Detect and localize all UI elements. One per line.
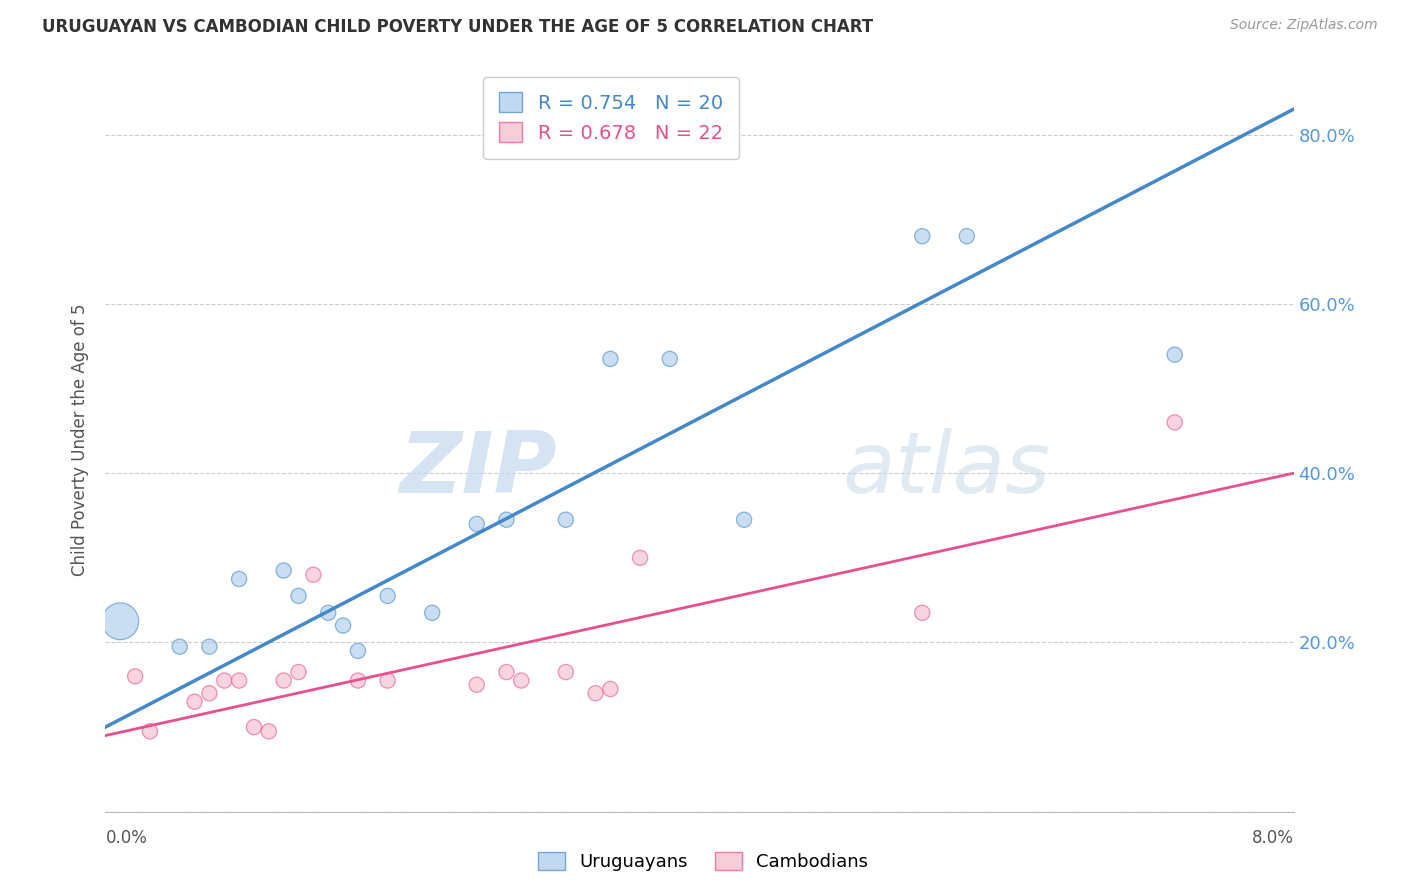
Legend: R = 0.754   N = 20, R = 0.678   N = 22: R = 0.754 N = 20, R = 0.678 N = 22 <box>484 77 738 159</box>
Text: Source: ZipAtlas.com: Source: ZipAtlas.com <box>1230 18 1378 32</box>
Point <box>273 564 295 578</box>
Point <box>169 640 191 654</box>
Point <box>198 640 221 654</box>
Point <box>495 665 517 679</box>
Point <box>733 513 755 527</box>
Y-axis label: Child Poverty Under the Age of 5: Child Poverty Under the Age of 5 <box>72 303 90 575</box>
Point <box>420 606 443 620</box>
Point <box>911 606 934 620</box>
Point <box>228 572 250 586</box>
Legend: Uruguayans, Cambodians: Uruguayans, Cambodians <box>530 845 876 879</box>
Point <box>243 720 266 734</box>
Point <box>956 229 979 244</box>
Point <box>510 673 533 688</box>
Point <box>599 351 621 366</box>
Text: 8.0%: 8.0% <box>1251 829 1294 847</box>
Point <box>183 695 205 709</box>
Point <box>1164 348 1187 362</box>
Point <box>465 678 488 692</box>
Point <box>585 686 607 700</box>
Text: 0.0%: 0.0% <box>105 829 148 847</box>
Point <box>316 606 339 620</box>
Point <box>257 724 280 739</box>
Point <box>124 669 146 683</box>
Point <box>287 665 309 679</box>
Point <box>273 673 295 688</box>
Point <box>377 673 399 688</box>
Point <box>377 589 399 603</box>
Point <box>658 351 681 366</box>
Point <box>554 513 576 527</box>
Point <box>302 567 325 582</box>
Point <box>554 665 576 679</box>
Point <box>347 673 370 688</box>
Point <box>198 686 221 700</box>
Text: URUGUAYAN VS CAMBODIAN CHILD POVERTY UNDER THE AGE OF 5 CORRELATION CHART: URUGUAYAN VS CAMBODIAN CHILD POVERTY UND… <box>42 18 873 36</box>
Point <box>911 229 934 244</box>
Point <box>110 615 132 629</box>
Point <box>1164 416 1187 430</box>
Text: atlas: atlas <box>842 427 1050 510</box>
Point <box>495 513 517 527</box>
Text: ZIP: ZIP <box>399 427 557 510</box>
Point <box>214 673 236 688</box>
Point <box>332 618 354 632</box>
Point <box>628 550 651 565</box>
Point <box>287 589 309 603</box>
Point <box>599 681 621 696</box>
Point <box>465 516 488 531</box>
Point <box>228 673 250 688</box>
Point <box>347 644 370 658</box>
Point <box>139 724 162 739</box>
